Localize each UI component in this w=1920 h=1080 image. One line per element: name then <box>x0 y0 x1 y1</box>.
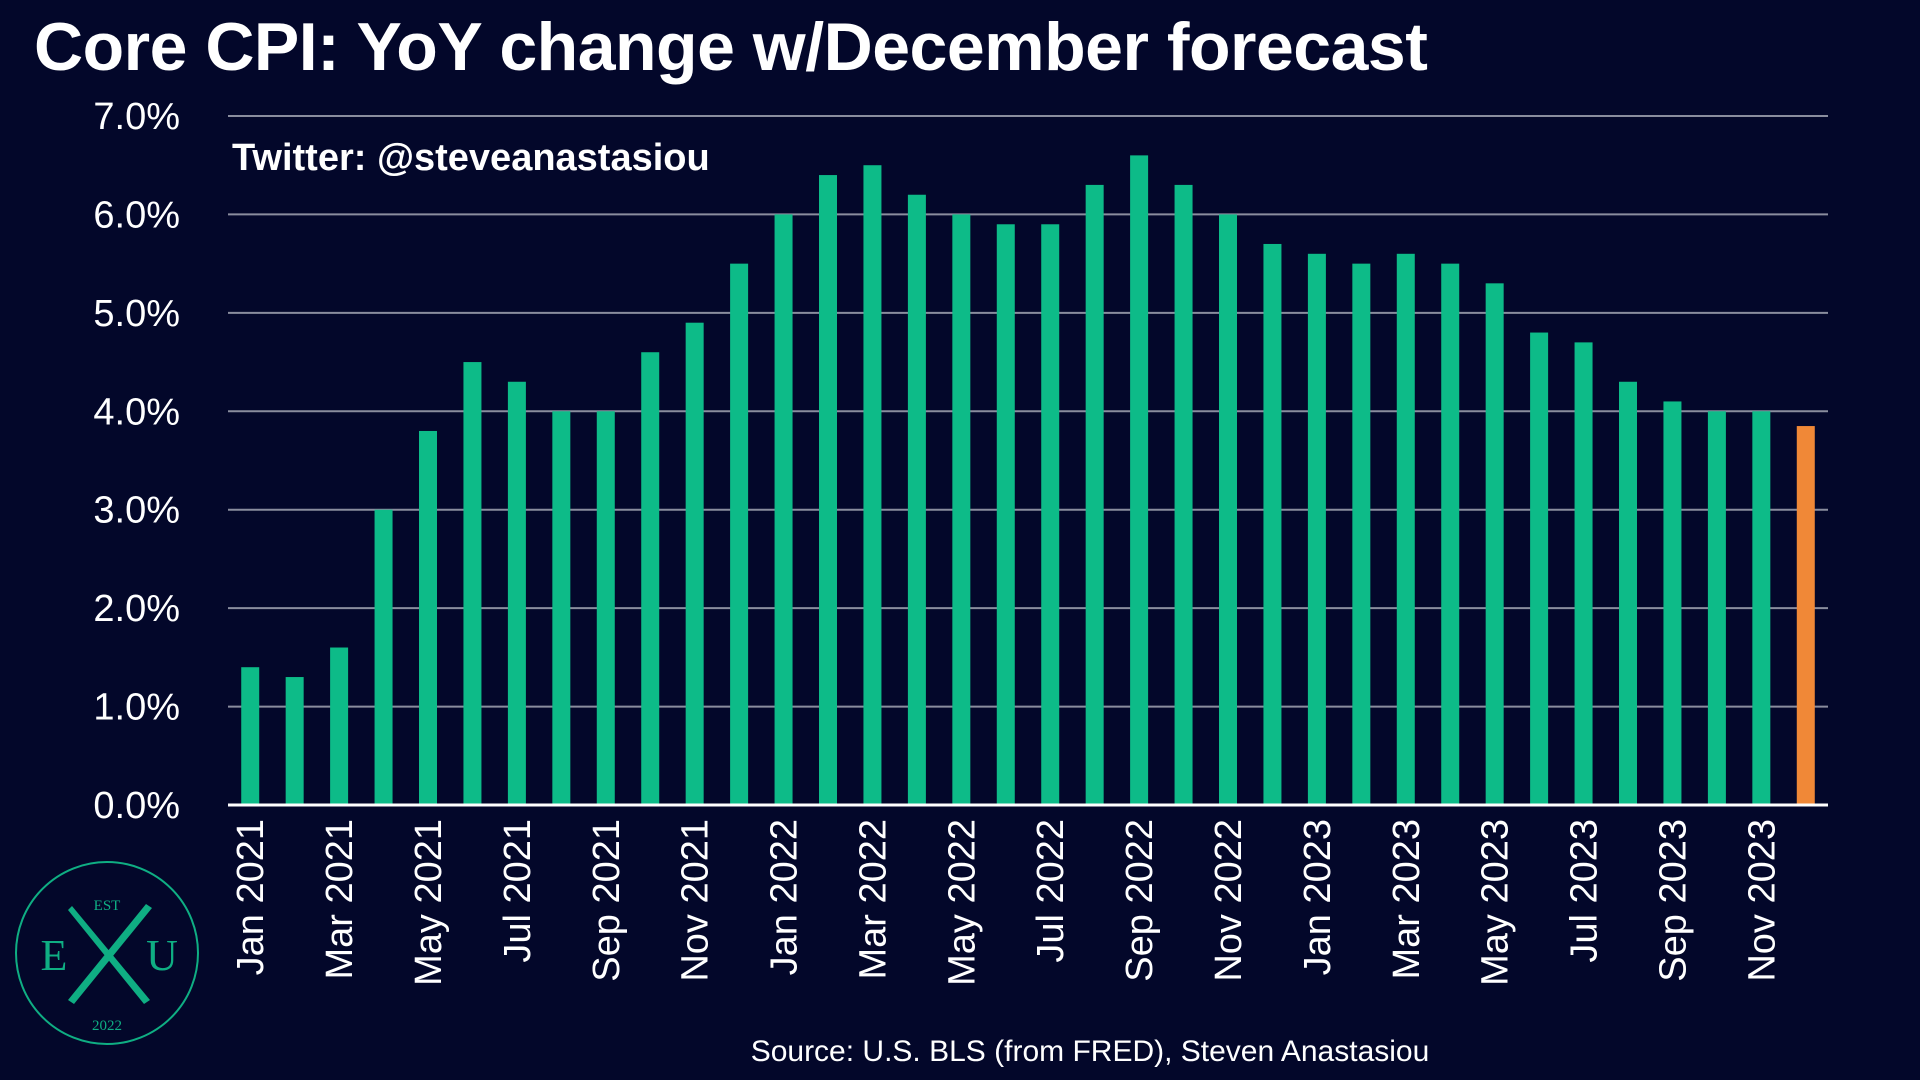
source-note: Source: U.S. BLS (from FRED), Steven Ana… <box>750 1035 1430 1068</box>
bars <box>241 155 1815 806</box>
x-tick-label: May 2022 <box>941 819 983 986</box>
y-tick-label: 6.0% <box>93 194 180 236</box>
bar <box>1441 263 1460 806</box>
bar <box>1263 243 1282 805</box>
y-tick-label: 4.0% <box>93 391 180 433</box>
y-tick-label: 3.0% <box>93 490 180 532</box>
gridlines <box>228 115 1828 708</box>
x-tick-label: Jan 2022 <box>764 819 806 975</box>
bar <box>419 430 437 805</box>
bar <box>685 322 704 805</box>
bar <box>374 509 393 805</box>
bar <box>1041 224 1060 805</box>
y-tick-label: 2.0% <box>93 588 180 630</box>
y-tick-label: 7.0% <box>93 96 180 138</box>
bar <box>552 411 571 805</box>
bar <box>1352 263 1371 806</box>
bar <box>907 194 926 805</box>
bar <box>730 263 749 806</box>
bar <box>1174 184 1193 805</box>
chart-title: Core CPI: YoY change w/December forecast <box>34 9 1428 85</box>
forecast-bar <box>1796 426 1815 805</box>
bar <box>285 677 304 805</box>
bar <box>774 214 793 805</box>
x-tick-label: Mar 2021 <box>319 819 361 980</box>
bar <box>952 214 971 805</box>
bar <box>241 667 260 805</box>
logo-letter-e: E <box>41 931 68 980</box>
x-tick-label: Sep 2021 <box>586 819 628 982</box>
x-tick-label: Nov 2022 <box>1208 819 1250 982</box>
bar <box>1707 411 1726 805</box>
exu-logo: EST E U 2022 <box>15 861 199 1045</box>
twitter-credit: Twitter: @steveanastasiou <box>232 137 710 179</box>
y-tick-label: 0.0% <box>93 785 180 827</box>
bar <box>1130 155 1149 805</box>
x-tick-label: Nov 2023 <box>1741 819 1783 982</box>
x-tick-label: Jul 2022 <box>1030 819 1072 963</box>
x-tick-label: May 2023 <box>1475 819 1517 986</box>
y-tick-label: 1.0% <box>93 687 180 729</box>
bar <box>463 362 482 805</box>
bar <box>596 411 615 805</box>
bar <box>863 165 882 805</box>
bar <box>1307 253 1326 806</box>
bar <box>1574 342 1593 805</box>
x-tick-label: Mar 2022 <box>852 819 894 980</box>
bar <box>1485 283 1504 805</box>
bar <box>819 175 837 806</box>
x-tick-label: May 2021 <box>408 819 450 986</box>
bar <box>1219 214 1237 805</box>
y-tick-label: 5.0% <box>93 293 180 335</box>
x-tick-label: Sep 2023 <box>1652 819 1694 982</box>
bar <box>996 224 1015 805</box>
logo-year-text: 2022 <box>92 1018 122 1034</box>
bar <box>1085 184 1104 805</box>
x-tick-label: Jul 2021 <box>497 819 539 963</box>
x-tick-label: Jan 2023 <box>1297 819 1339 975</box>
bar <box>1663 401 1682 805</box>
bar <box>1530 332 1549 805</box>
logo-est-text: EST <box>94 898 121 914</box>
bar <box>507 381 526 805</box>
bar <box>641 352 660 805</box>
bar <box>1396 253 1415 806</box>
logo-letter-u: U <box>146 931 178 980</box>
x-tick-label: Jul 2023 <box>1564 819 1606 963</box>
x-tick-label: Jan 2021 <box>230 819 272 975</box>
axes: 0.0% 1.0% 2.0% 3.0% 4.0% 5.0% 6.0% 7.0% Jan 2021… <box>93 96 1828 986</box>
x-tick-label: Sep 2022 <box>1119 819 1161 982</box>
bar <box>1752 411 1771 805</box>
bar <box>330 647 349 805</box>
bar <box>1619 381 1637 805</box>
x-tick-label: Nov 2021 <box>675 819 717 982</box>
x-tick-label: Mar 2023 <box>1386 819 1428 980</box>
